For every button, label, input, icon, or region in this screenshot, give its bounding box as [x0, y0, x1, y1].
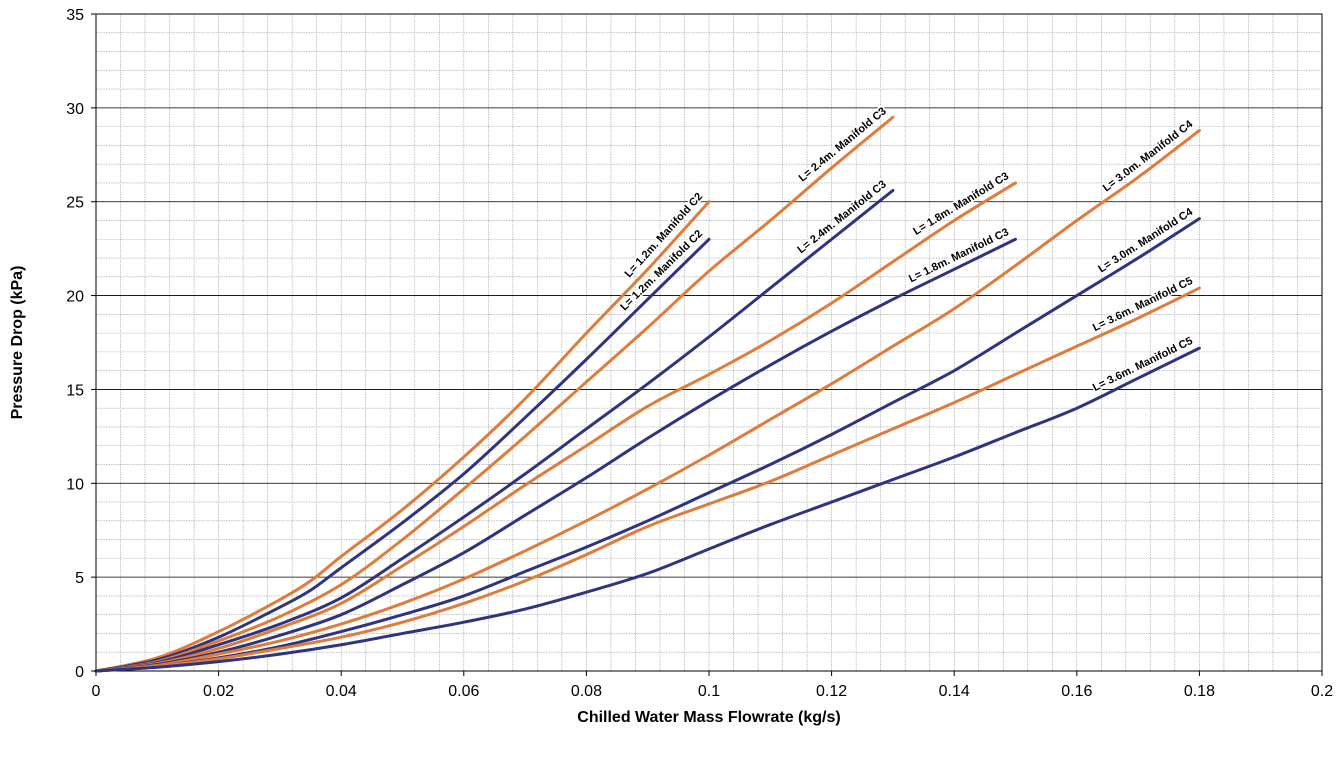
series-label: L= 2.4m. Manifold C3: [797, 105, 889, 184]
series-line: [94, 128, 1201, 673]
y-axis-ticks: 0 5 10 15 20 25 30 35: [66, 7, 96, 681]
series-line: [94, 346, 1201, 673]
series-label: L= 1.8m. Manifold C3: [911, 170, 1011, 238]
series-line: [94, 181, 1017, 673]
series-line: [94, 115, 895, 673]
series-label: L= 3.6m. Manifold C5: [1091, 335, 1195, 394]
y-tick-label: 30: [66, 101, 84, 118]
series-label: L= 2.4m. Manifold C3: [795, 178, 888, 256]
y-tick-label: 5: [75, 570, 84, 587]
x-tick-label: 0: [92, 683, 101, 700]
series-line: [94, 286, 1201, 673]
x-axis-title: Chilled Water Mass Flowrate (kg/s): [577, 709, 840, 726]
x-tick-label: 0.2: [1311, 683, 1333, 700]
x-tick-label: 0.06: [448, 683, 479, 700]
x-tick-label: 0.08: [571, 683, 602, 700]
minor-grid: [96, 14, 1322, 671]
x-tick-label: 0.02: [203, 683, 234, 700]
x-tick-label: 0.14: [939, 683, 970, 700]
y-axis-title: Pressure Drop (kPa): [9, 266, 26, 420]
y-tick-label: 25: [66, 195, 84, 212]
x-tick-label: 0.16: [1061, 683, 1092, 700]
y-tick-label: 10: [66, 476, 84, 493]
x-tick-label: 0.18: [1184, 683, 1215, 700]
curve-labels: L= 1.2m. Manifold C2L= 1.2m. Manifold C2…: [617, 104, 1198, 396]
series-line: [94, 188, 895, 673]
series-label: L= 1.8m. Manifold C3: [907, 226, 1011, 285]
series-line: [94, 237, 1017, 673]
y-tick-label: 15: [66, 382, 84, 399]
series-line: [94, 200, 711, 673]
series-label: L= 3.0m. Manifold C4: [1096, 206, 1196, 276]
x-axis-ticks: 0 0.02 0.04 0.06 0.08 0.1 0.12 0.14 0.16 0.18 0.2: [92, 671, 1333, 700]
x-tick-label: 0.04: [326, 683, 357, 700]
x-tick-label: 0.12: [816, 683, 847, 700]
curves: [94, 115, 1201, 673]
series-line: [94, 237, 711, 673]
y-tick-label: 0: [75, 664, 84, 681]
y-tick-label: 20: [66, 289, 84, 306]
x-tick-label: 0.1: [698, 683, 720, 700]
series-label: L= 3.6m. Manifold C5: [1091, 275, 1195, 334]
series-line: [94, 217, 1201, 673]
y-tick-label: 35: [66, 7, 84, 24]
